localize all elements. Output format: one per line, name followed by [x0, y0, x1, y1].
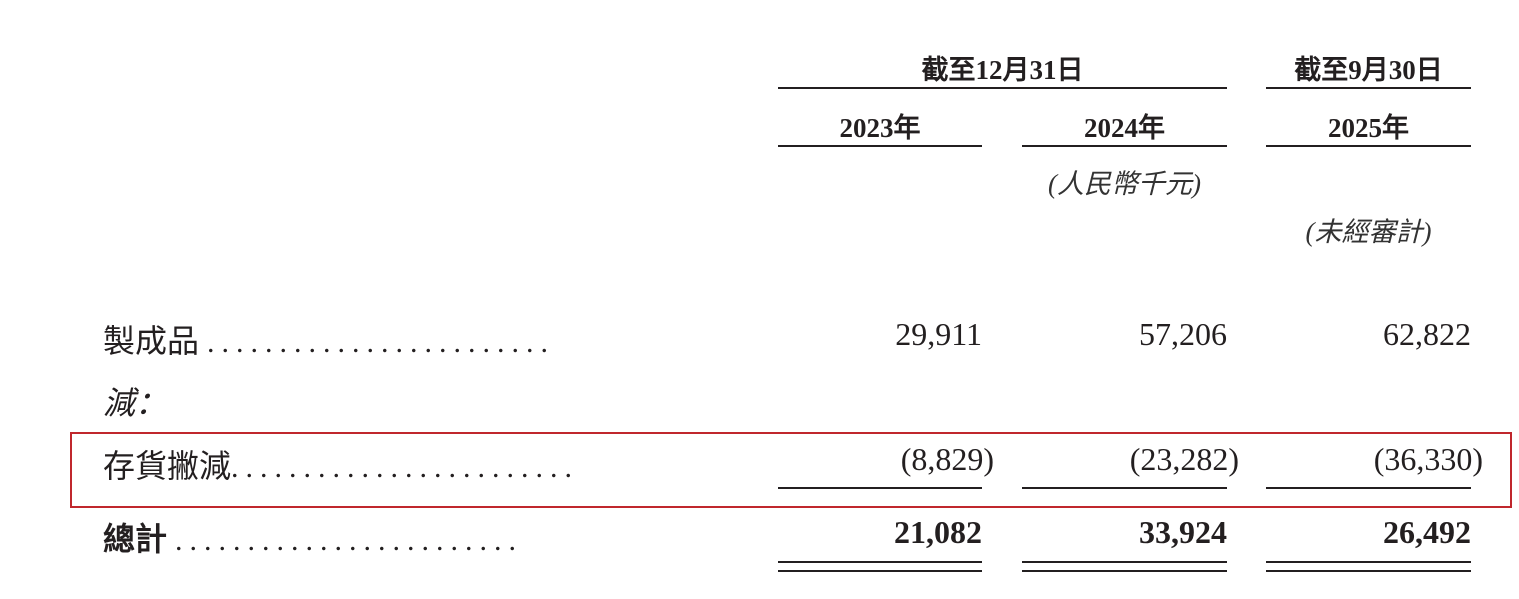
header-rule — [1266, 87, 1471, 89]
year-rule — [778, 145, 982, 147]
row-label-finished-goods: 製成品 ........................ — [103, 323, 556, 359]
header-group-sep30: 截至9月30日 — [1294, 55, 1443, 85]
cell-value: (23,282) — [1129, 441, 1239, 477]
total-double-rule — [1022, 570, 1227, 572]
total-double-rule — [778, 570, 982, 572]
row-label-total: 總計 ........................ — [103, 521, 524, 557]
total-double-rule — [1266, 570, 1471, 572]
subtotal-rule — [778, 487, 982, 489]
row-label-less: 減： — [103, 385, 168, 421]
cell-value: (8,829) — [900, 441, 994, 477]
unaudited-note: (未經審計) — [1305, 217, 1432, 247]
header-year-2024: 2024年 — [1084, 113, 1165, 143]
row-label-inventory-write-down: 存貨撇減........................ — [103, 448, 580, 484]
year-rule — [1022, 145, 1227, 147]
header-year-2023: 2023年 — [839, 113, 921, 143]
header-group-dec31: 截至12月31日 — [921, 55, 1084, 85]
cell-value-total: 33,924 — [1139, 514, 1227, 550]
total-double-rule — [778, 561, 982, 563]
total-double-rule — [1266, 561, 1471, 563]
cell-value: (36,330) — [1373, 441, 1483, 477]
header-rule — [778, 87, 1227, 89]
cell-value: 29,911 — [895, 316, 982, 352]
cell-value: 62,822 — [1383, 316, 1471, 352]
unit-note: (人民幣千元) — [1048, 169, 1201, 199]
subtotal-rule — [1022, 487, 1227, 489]
subtotal-rule — [1266, 487, 1471, 489]
year-rule — [1266, 145, 1471, 147]
highlight-box — [70, 432, 1512, 508]
header-year-2025: 2025年 — [1328, 113, 1409, 143]
cell-value: 57,206 — [1139, 316, 1227, 352]
cell-value-total: 21,082 — [894, 514, 982, 550]
cell-value-total: 26,492 — [1383, 514, 1471, 550]
total-double-rule — [1022, 561, 1227, 563]
